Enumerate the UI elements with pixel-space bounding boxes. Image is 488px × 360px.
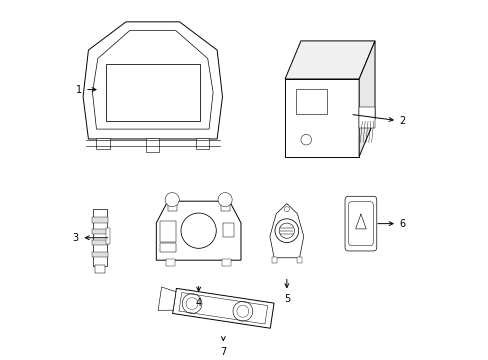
Bar [96,138,110,149]
Bar [94,265,105,273]
PathPatch shape [269,204,303,258]
Circle shape [218,193,232,207]
Circle shape [237,305,248,317]
Bar [92,240,107,246]
FancyBboxPatch shape [345,196,376,251]
Circle shape [165,193,179,207]
Bar [92,217,107,222]
Bar [160,221,175,242]
Circle shape [284,207,289,212]
Circle shape [186,298,198,310]
FancyBboxPatch shape [348,202,372,246]
Bar [295,89,327,114]
Bar [93,209,107,266]
PathPatch shape [83,22,222,139]
Circle shape [274,219,298,243]
Text: 6: 6 [377,219,405,229]
Bar [160,243,175,252]
Bar [105,64,199,121]
PathPatch shape [285,41,374,79]
PathPatch shape [358,41,374,157]
Bar [165,258,175,266]
Text: 4: 4 [195,287,201,308]
Bar [195,138,209,149]
Circle shape [232,301,252,321]
Bar [222,258,231,266]
Text: 1: 1 [76,85,96,95]
PathPatch shape [156,201,241,260]
Text: 2: 2 [352,114,405,126]
Bar [146,138,159,152]
Circle shape [279,223,294,238]
Bar [167,200,176,211]
Text: 3: 3 [72,233,107,243]
Text: 5: 5 [283,279,289,304]
Circle shape [182,294,202,314]
PathPatch shape [92,30,213,129]
Bar [92,252,107,257]
Bar [106,228,109,244]
Circle shape [300,134,311,145]
Bar [358,107,374,129]
Bar [220,200,229,211]
Bar [271,257,277,264]
PathPatch shape [285,79,358,157]
Text: 7: 7 [220,337,226,357]
Circle shape [181,213,216,248]
Bar [296,257,301,264]
Polygon shape [158,287,176,310]
Bar [92,229,107,234]
Polygon shape [172,288,273,328]
Bar [223,223,233,237]
